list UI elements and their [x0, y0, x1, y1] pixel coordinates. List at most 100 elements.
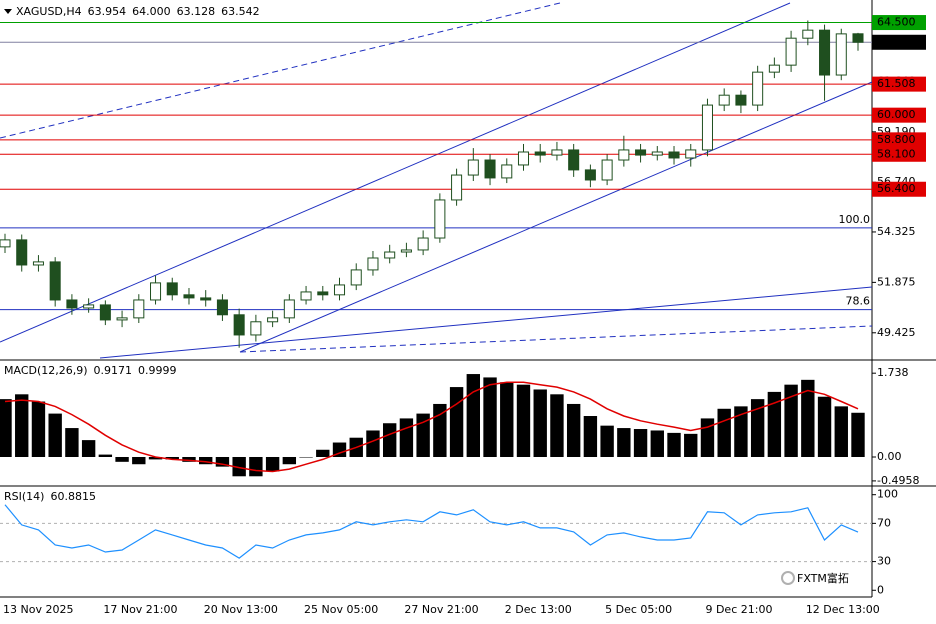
panel-header: XAGUSD,H4 63.954 64.000 63.128 63.542 — [16, 5, 260, 18]
macd-bar — [98, 454, 113, 457]
x-tick-label: 2 Dec 13:00 — [505, 603, 572, 616]
candle-body — [400, 249, 412, 253]
macd-bar — [667, 432, 681, 457]
y-tick-label: 70 — [877, 516, 891, 529]
price-level-box — [872, 107, 926, 123]
candle-body — [200, 297, 212, 301]
header-value: 64.000 — [132, 5, 171, 18]
collapse-icon[interactable] — [4, 9, 12, 14]
macd-bar — [583, 416, 598, 457]
candle-body — [66, 299, 78, 309]
indicator-name: RSI(14) — [4, 490, 44, 503]
watermark: FXTM富拓 — [781, 571, 849, 585]
candle-body — [216, 299, 228, 316]
y-tick-label: -0.4958 — [877, 474, 919, 487]
macd-bar — [182, 456, 196, 462]
candle-body — [819, 29, 831, 76]
macd-bar — [48, 413, 62, 457]
candle-body — [601, 159, 613, 181]
macd-bar — [299, 456, 313, 458]
candle-body — [300, 291, 312, 301]
macd-bar — [148, 456, 163, 460]
macd-bar — [533, 389, 547, 457]
fib-fan-line — [239, 325, 873, 353]
macd-bar — [700, 418, 715, 457]
macd-bar — [767, 391, 782, 457]
price-level-label: 64.500 — [877, 16, 916, 29]
price-level-box — [872, 181, 926, 197]
x-tick-label: 5 Dec 05:00 — [605, 603, 672, 616]
macd-bar — [215, 456, 230, 467]
candle-body — [116, 317, 128, 321]
price-level-label: 60.000 — [877, 108, 916, 121]
candle-body — [166, 282, 178, 296]
candle-body — [16, 239, 28, 266]
macd-bar — [550, 394, 564, 457]
macd-bar — [617, 428, 631, 457]
candle-body — [534, 151, 546, 156]
watermark-text: FXTM富拓 — [797, 571, 849, 585]
candle-body — [32, 261, 44, 266]
candle-body — [467, 159, 479, 176]
macd-bar — [851, 412, 865, 457]
y-tick-label: 1.738 — [877, 366, 909, 379]
macd-bar — [282, 456, 297, 465]
price-level-box — [872, 146, 926, 162]
candle-body — [434, 199, 446, 239]
candle-body — [451, 174, 463, 201]
macd-bar — [650, 430, 664, 457]
x-tick-label: 17 Nov 21:00 — [103, 603, 177, 616]
candle-body — [250, 321, 262, 336]
candle-body — [183, 294, 195, 299]
channel-line — [239, 81, 873, 353]
x-tick-label: 25 Nov 05:00 — [304, 603, 378, 616]
macd-bar — [500, 382, 514, 457]
price-level-label: 58.800 — [877, 133, 916, 146]
price-level-box — [872, 132, 926, 148]
macd-bar — [249, 456, 263, 477]
price-level-label: 61.508 — [877, 77, 916, 90]
channel-lines — [0, 2, 873, 359]
y-tick-label: 30 — [877, 555, 891, 568]
candle-body — [49, 261, 61, 301]
macd-bar — [316, 449, 330, 457]
macd-bar — [332, 442, 347, 457]
candle-body — [133, 299, 145, 319]
macd-bar — [466, 374, 481, 457]
candle-body — [668, 151, 680, 159]
macd-bar — [483, 377, 497, 457]
candle-body — [735, 94, 747, 106]
header-value: 0.9999 — [138, 364, 177, 377]
macd-bar — [199, 456, 213, 465]
header-value: 63.128 — [177, 5, 216, 18]
macd-bar — [232, 456, 246, 477]
candle-body — [333, 284, 346, 296]
candle-body — [701, 104, 713, 151]
macd-bar — [399, 418, 414, 457]
y-tick-label: 0 — [877, 583, 884, 596]
candle-body — [584, 169, 596, 181]
fib-label: 100.0 — [839, 213, 871, 226]
candle-body — [852, 33, 864, 43]
price-level-box — [872, 76, 926, 92]
y-tick-label: 51.875 — [877, 275, 916, 288]
price-level-label: 56.400 — [877, 182, 916, 195]
channel-line — [0, 2, 791, 343]
macd-bar — [801, 379, 815, 457]
candle-body — [83, 304, 95, 309]
candle-body — [618, 149, 630, 161]
candle-body — [768, 64, 780, 73]
macd-bar — [416, 413, 430, 457]
header-value: 63.954 — [88, 5, 127, 18]
candle-body — [635, 149, 647, 156]
price-level-label: 58.100 — [877, 147, 916, 160]
macd-bar — [633, 429, 648, 457]
macd-bar — [165, 456, 179, 460]
macd-bar — [817, 396, 832, 457]
indicator-name: XAGUSD,H4 — [16, 5, 82, 18]
x-tick-label: 13 Nov 2025 — [3, 603, 73, 616]
fib-label: 78.6 — [846, 295, 871, 308]
macd-bar — [750, 399, 765, 457]
macd-bar — [65, 428, 79, 457]
